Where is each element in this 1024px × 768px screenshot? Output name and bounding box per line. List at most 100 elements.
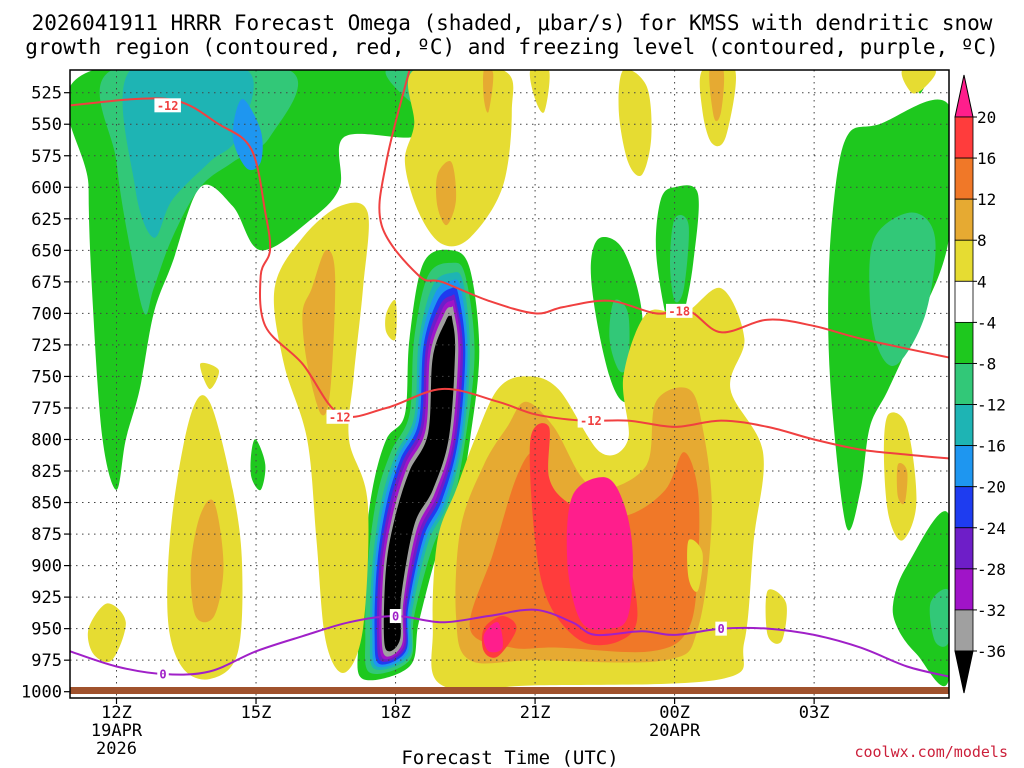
colorbar-swatch xyxy=(954,280,974,323)
omega-region-35 xyxy=(385,299,397,341)
y-tick-label: 825 xyxy=(31,462,62,482)
contour-label: 0 xyxy=(392,610,399,624)
colorbar-label: -12 xyxy=(977,396,1006,415)
contour-label: 0 xyxy=(717,622,724,636)
omega-region-13 xyxy=(609,299,630,373)
omega-region-49 xyxy=(896,463,908,505)
colorbar-label: -4 xyxy=(977,313,996,332)
colorbar-swatch xyxy=(954,445,974,488)
colorbar-label: 12 xyxy=(977,190,996,209)
y-tick-label: 1000 xyxy=(21,683,62,703)
omega-region-26 xyxy=(273,202,369,674)
y-tick-label: 800 xyxy=(31,430,62,450)
x-tick-label: 03Z xyxy=(799,703,830,723)
y-tick-label: 600 xyxy=(31,178,62,198)
contour-line-2 xyxy=(70,608,949,678)
omega-region-33 xyxy=(435,161,457,226)
colorbar-swatch xyxy=(954,321,974,364)
colorbar-swatch xyxy=(954,157,974,200)
colorbar-label: -16 xyxy=(977,437,1006,456)
omega-region-41 xyxy=(566,477,633,630)
omega-region-8 xyxy=(892,511,949,687)
y-tick-label: 650 xyxy=(31,241,62,261)
contour-label: -12 xyxy=(329,410,351,424)
colorbar-swatch xyxy=(954,239,974,282)
y-tick-label: 875 xyxy=(31,525,62,545)
ground-surface xyxy=(70,687,949,694)
colorbar-swatch xyxy=(954,404,974,447)
colorbar-bottom-arrow xyxy=(954,650,974,694)
omega-region-47 xyxy=(901,70,936,94)
omega-region-25 xyxy=(383,315,456,652)
colorbar-swatch xyxy=(954,363,974,405)
contour-label-bg xyxy=(577,413,605,428)
y-tick-label: 950 xyxy=(31,620,62,640)
y-tick-label: 700 xyxy=(31,304,62,324)
omega-region-15 xyxy=(250,439,266,491)
y-tick-label: 925 xyxy=(31,588,62,608)
omega-region-32 xyxy=(404,70,514,247)
x-axis-label: Forecast Time (UTC) xyxy=(401,747,618,768)
x-tick-label: 15Z xyxy=(241,703,272,723)
contour-label-bg xyxy=(154,98,181,113)
omega-shading xyxy=(70,70,949,690)
y-tick-label: 900 xyxy=(31,557,62,577)
y-tick-label: 750 xyxy=(31,367,62,387)
contour-line-1 xyxy=(378,70,949,359)
colorbar-label: -32 xyxy=(977,601,1006,620)
y-tick-label: 550 xyxy=(31,115,62,135)
omega-region-34 xyxy=(483,70,494,113)
y-axis: 525 550 575 600 625 650 675 700 725 750 775 800 825 8… xyxy=(21,84,70,703)
credit-text: coolwx.com/models xyxy=(854,743,1008,761)
omega-region-9 xyxy=(929,588,949,647)
contour-label: -12 xyxy=(157,99,179,113)
omega-region-42 xyxy=(483,622,503,653)
colorbar-swatch xyxy=(954,609,974,652)
chart-title-line2: growth region (contoured, red, ºC) and f… xyxy=(25,35,999,59)
y-tick-label: 725 xyxy=(31,336,62,356)
omega-region-7 xyxy=(869,212,936,366)
contour-line-0 xyxy=(70,97,949,460)
contour-label: 0 xyxy=(159,668,166,682)
colorbar-swatch xyxy=(954,568,974,611)
colorbar-swatch xyxy=(954,527,974,570)
contour-label-bg xyxy=(389,609,402,624)
omega-region-43 xyxy=(618,70,652,176)
colorbar-label: 8 xyxy=(977,231,987,250)
x-tick-label: 12Z xyxy=(101,703,132,723)
omega-region-46 xyxy=(709,70,725,122)
y-tick-label: 775 xyxy=(31,399,62,419)
y-tick-label: 625 xyxy=(31,210,62,230)
colorbar-swatch xyxy=(954,116,974,159)
colorbar-label: 16 xyxy=(977,149,996,168)
plot-area: -12 -12 -12 -18 0 0 0 xyxy=(70,70,949,698)
colorbar-label: -8 xyxy=(977,354,996,373)
x-tick-date: 20APR xyxy=(649,721,701,741)
chart-title-line1: 2026041911 HRRR Forecast Omega (shaded, … xyxy=(32,11,993,35)
y-tick-label: 525 xyxy=(31,84,62,104)
contour-label: -18 xyxy=(668,304,690,318)
colorbar-label: -36 xyxy=(977,642,1006,661)
y-tick-label: 850 xyxy=(31,494,62,514)
x-tick-label: 00Z xyxy=(659,703,690,723)
contour-label-bg xyxy=(666,303,693,318)
contour-label-bg xyxy=(715,621,727,636)
x-tick-label: 18Z xyxy=(380,703,411,723)
plot-frame xyxy=(69,69,950,699)
colorbar-label: -24 xyxy=(977,519,1006,538)
contour-label-bg xyxy=(326,409,353,424)
x-tick-date: 19APR xyxy=(91,721,143,741)
x-tick-year: 2026 xyxy=(96,739,137,759)
omega-region-44 xyxy=(529,70,550,113)
omega-region-31 xyxy=(200,362,220,390)
contour-lines: -12 -12 -12 -18 0 0 0 xyxy=(70,70,949,682)
x-tick-label: 21Z xyxy=(520,703,551,723)
colorbar-label: -28 xyxy=(977,560,1006,579)
omega-region-3 xyxy=(232,98,263,171)
colorbar-label: -20 xyxy=(977,478,1006,497)
colorbar-swatch xyxy=(954,198,974,241)
omega-region-29 xyxy=(190,499,224,623)
y-tick-label: 675 xyxy=(31,273,62,293)
